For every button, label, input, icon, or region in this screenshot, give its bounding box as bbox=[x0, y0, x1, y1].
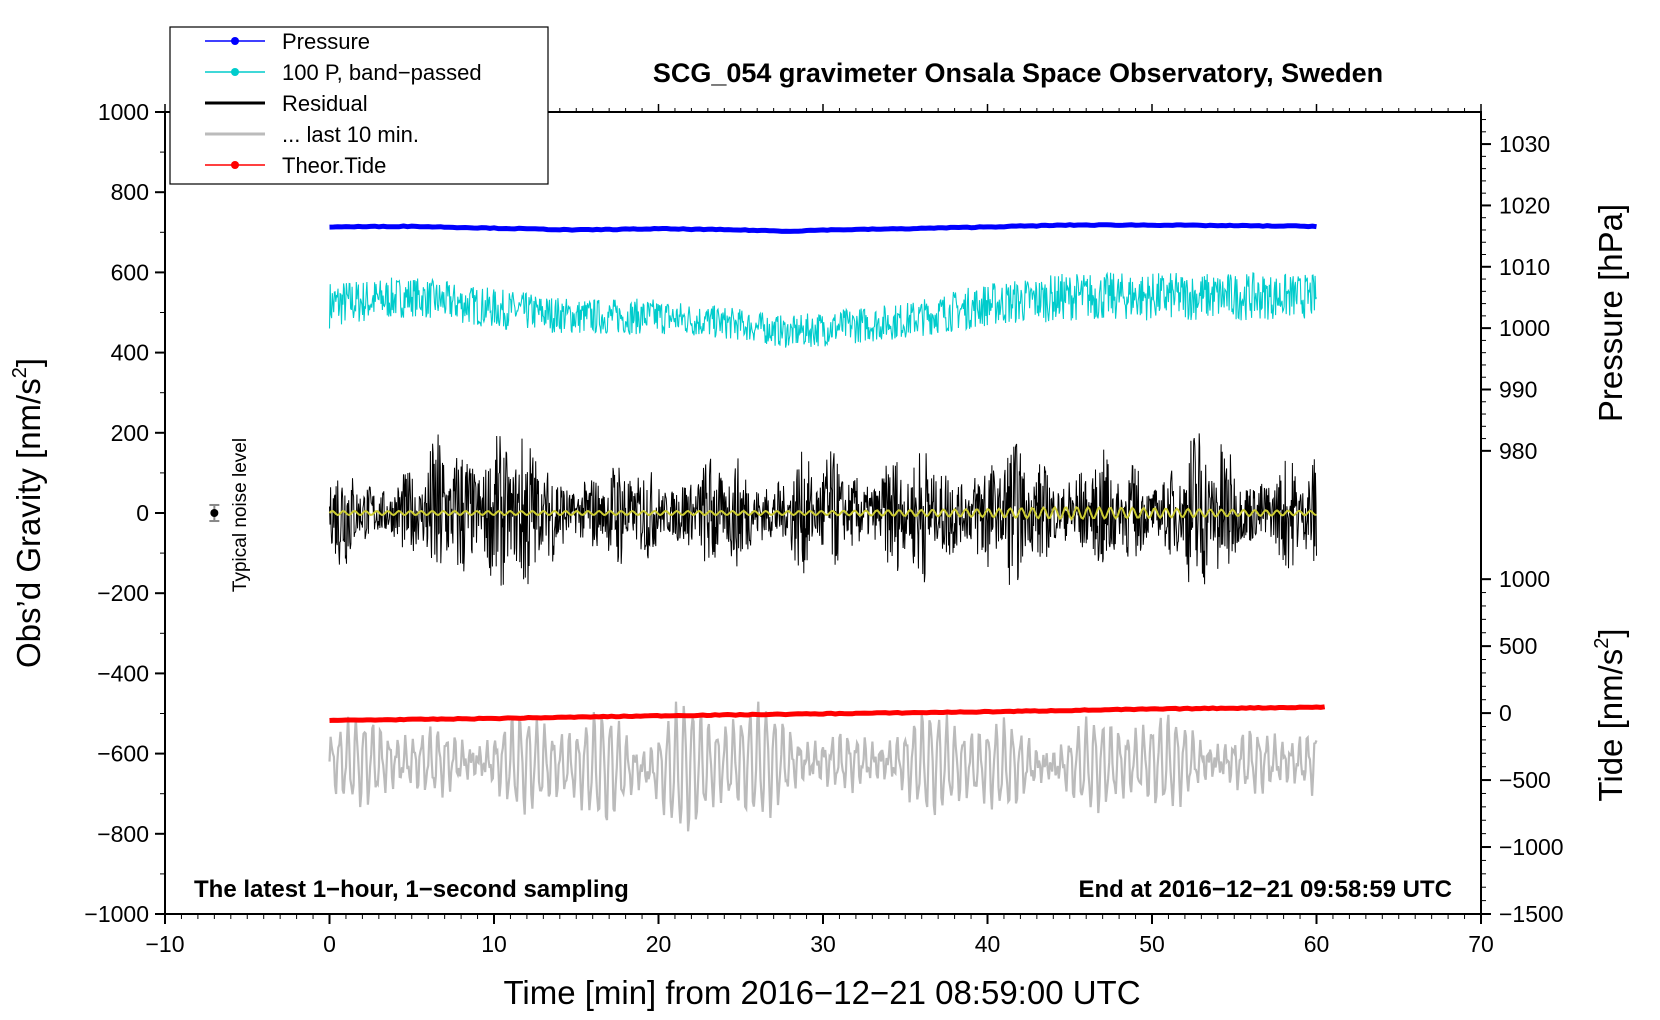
y-axis-label-pressure: Pressure [hPa] bbox=[1592, 204, 1629, 422]
y-tick-label: 400 bbox=[111, 340, 149, 366]
pressure-tick-label: 990 bbox=[1499, 376, 1537, 402]
x-tick-label: 10 bbox=[481, 931, 507, 957]
x-tick-label: 30 bbox=[810, 931, 836, 957]
x-tick-label: −10 bbox=[145, 931, 184, 957]
y-tick-label: −1000 bbox=[84, 901, 149, 927]
legend-label: Theor.Tide bbox=[282, 153, 386, 178]
y-tick-label: 1000 bbox=[98, 99, 149, 125]
tide-tick-label: −500 bbox=[1499, 767, 1551, 793]
series-line-pressure bbox=[329, 222, 1317, 234]
sampling-note: The latest 1−hour, 1−second sampling bbox=[194, 876, 629, 903]
y-tick-label: −800 bbox=[97, 821, 149, 847]
noise-point bbox=[210, 509, 219, 517]
legend-label: 100 P, band−passed bbox=[282, 60, 482, 85]
legend-marker bbox=[231, 68, 239, 76]
legend-marker bbox=[231, 161, 239, 169]
y-tick-label: −200 bbox=[97, 580, 149, 606]
y-tick-label: 800 bbox=[111, 179, 149, 205]
pressure-tick-label: 1000 bbox=[1499, 315, 1550, 341]
series-line-smoothed-residual bbox=[328, 505, 1317, 521]
chart-title: SCG_054 gravimeter Onsala Space Observat… bbox=[653, 58, 1383, 88]
tide-tick-label: 0 bbox=[1499, 700, 1512, 726]
end-time-note: End at 2016−12−21 09:58:59 UTC bbox=[1078, 876, 1452, 903]
tide-tick-label: −1000 bbox=[1499, 834, 1564, 860]
legend-marker bbox=[231, 37, 239, 45]
legend-label: Pressure bbox=[282, 29, 370, 54]
tide-tick-label: −1500 bbox=[1499, 901, 1564, 927]
noise-level-label: Typical noise level bbox=[230, 438, 251, 592]
axis-ticks: −10 0 10 20 30 40 50 60 7010008006004002000−200−… bbox=[84, 99, 1563, 957]
series-line-residual bbox=[329, 433, 1317, 586]
y-tick-label: −600 bbox=[97, 741, 149, 767]
tide-tick-label: 1000 bbox=[1499, 566, 1550, 592]
noise-level-bar bbox=[209, 503, 220, 523]
y-tick-label: 600 bbox=[111, 259, 149, 285]
y-tick-label: 200 bbox=[111, 420, 149, 446]
legend-label: ... last 10 min. bbox=[282, 122, 419, 147]
y-tick-label: 0 bbox=[136, 500, 149, 526]
legend: Pressure 100 P, band−passed Residual ... la… bbox=[169, 26, 549, 185]
x-axis-label: Time [min] from 2016−12−21 08:59:00 UTC bbox=[503, 974, 1140, 1011]
pressure-tick-label: 1020 bbox=[1499, 192, 1550, 218]
y-tick-label: −400 bbox=[97, 660, 149, 686]
data-series bbox=[328, 222, 1326, 832]
x-tick-label: 60 bbox=[1304, 931, 1330, 957]
tide-tick-label: 500 bbox=[1499, 633, 1537, 659]
series-line-last-10-min bbox=[328, 701, 1318, 832]
y-axis-label-left: Obs’d Gravity [nm/s2] bbox=[9, 358, 47, 668]
pressure-tick-label: 1010 bbox=[1499, 254, 1550, 280]
x-tick-label: 50 bbox=[1139, 931, 1165, 957]
legend-label: Residual bbox=[282, 91, 368, 116]
x-tick-label: 0 bbox=[323, 931, 336, 957]
pressure-tick-label: 1030 bbox=[1499, 131, 1550, 157]
y-axis-label-tide: Tide [nm/s2] bbox=[1591, 628, 1629, 801]
x-tick-label: 20 bbox=[646, 931, 672, 957]
series-line-theor-tide bbox=[329, 704, 1326, 723]
x-tick-label: 40 bbox=[975, 931, 1001, 957]
pressure-tick-label: 980 bbox=[1499, 438, 1537, 464]
series-line-100-p-band-passed bbox=[328, 271, 1318, 348]
x-tick-label: 70 bbox=[1468, 931, 1494, 957]
